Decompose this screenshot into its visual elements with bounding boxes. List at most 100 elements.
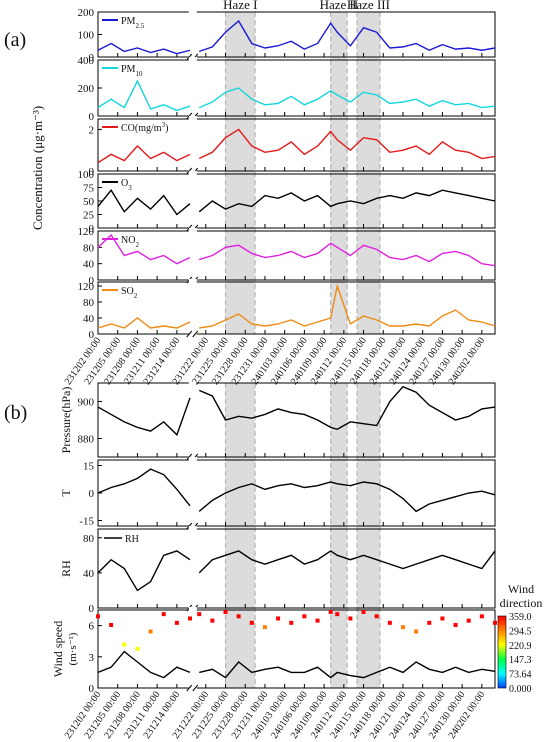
wind-direction-point: [414, 629, 419, 634]
wind-direction-point: [440, 616, 445, 621]
y-tick-label: 0: [89, 223, 95, 235]
axis-break-cover: [188, 526, 197, 532]
axis-break-cover: [188, 380, 197, 386]
series-line-comgm: [198, 128, 496, 160]
wind-direction-point: [197, 612, 202, 617]
y-tick-label: 80: [83, 533, 95, 545]
series-line-pm10: [198, 87, 496, 109]
haze-band-b-1: [225, 383, 256, 688]
a-panel-1: 0 100 200 PM2.5: [78, 7, 496, 64]
legend-label: O3: [121, 178, 132, 192]
y-tick-label: 80: [83, 297, 95, 309]
concentration-ylabel: Concentration (μg·m⁻³): [30, 106, 45, 230]
legend-label: PM2.5: [121, 16, 145, 30]
ylabel-rh: RH: [59, 560, 73, 577]
panel-frame: [97, 281, 496, 335]
colorbar-tick-label: 147.3: [509, 655, 532, 666]
y-tick-label: 25: [83, 210, 95, 222]
wind-direction-point: [161, 612, 166, 617]
axis-break-cover: [188, 457, 197, 463]
axis-break-cover: [188, 331, 197, 337]
wind-direction-point: [335, 612, 340, 617]
y-tick-label: 40: [83, 313, 95, 325]
series-line-so2: [97, 317, 191, 329]
series-line-comgm: [97, 145, 191, 164]
axis-break-cover: [188, 57, 197, 63]
wind-direction-point: [466, 618, 471, 623]
haze-band-b-2: [330, 383, 348, 688]
colorbar-tick-label: 73.64: [509, 670, 532, 681]
wind-direction-point: [174, 620, 179, 625]
wind-direction-point: [249, 620, 254, 625]
wind-direction-point: [302, 614, 307, 619]
b-panel-1: 880 900 Pressure(hPa): [59, 380, 496, 461]
wind-direction-point: [315, 618, 320, 623]
series-line-rh: [97, 550, 191, 592]
legend-label: PM10: [121, 64, 143, 78]
b-panel-3: 0 40 80 RH RH: [59, 526, 496, 615]
wind-direction-point: [427, 620, 432, 625]
haze-label-3: Haze III: [347, 0, 390, 12]
wind-direction-point: [135, 646, 140, 651]
colorbar-tick-label: 0.000: [509, 684, 532, 695]
legend-label: NO2: [121, 235, 139, 249]
wind-direction-point: [122, 642, 127, 647]
wind-direction-point: [109, 622, 114, 627]
series-line-pm10: [97, 79, 191, 112]
series-line-so2: [199, 283, 496, 329]
panel-frame: [97, 382, 496, 458]
series-line-windspeed: [97, 650, 191, 679]
wind-direction-point: [400, 625, 405, 630]
panel-frame: [97, 118, 496, 172]
y-tick-label: 0: [89, 329, 95, 341]
series-line-rh: [198, 550, 496, 574]
y-tick-label: 0: [89, 275, 95, 287]
legend-label: CO(mg/m3): [121, 121, 168, 134]
panel-frame: [97, 230, 496, 281]
colorbar-title-1: Wind: [508, 582, 534, 596]
wind-direction-point: [374, 614, 379, 619]
y-tick-label: 880: [78, 434, 95, 446]
series-line-pressurehpa: [198, 385, 496, 431]
y-tick-label: -15: [79, 516, 94, 528]
a-panel-5: 0 40 80 120 NO2: [78, 226, 496, 287]
series-line-no2: [199, 242, 496, 267]
a-panel-3: 0 2 CO(mg/m3): [89, 116, 496, 178]
colorbar-title-2: direction: [500, 596, 543, 610]
y-tick-label: 900: [78, 397, 95, 409]
y-tick-label: 50: [83, 196, 95, 208]
colorbar-bar: [497, 615, 507, 689]
series-line-t: [198, 481, 496, 513]
colorbar-tick-label: 294.5: [509, 626, 532, 637]
y-tick-label: 200: [78, 83, 95, 95]
series-line-o3: [198, 189, 496, 213]
legend-label: SO2: [121, 286, 138, 300]
y-tick-label: 40: [83, 568, 95, 580]
y-tick-label: 0: [89, 166, 95, 178]
y-tick-label: 3: [89, 652, 95, 664]
axis-break-mark: [192, 684, 199, 692]
y-tick-label: 120: [78, 226, 95, 238]
colorbar-tick-label: 359.0: [509, 612, 532, 623]
y-tick-label: 0: [89, 683, 95, 695]
wind-direction-point: [289, 620, 294, 625]
b-panel-2: -15 0 15 T: [59, 457, 496, 530]
b-panel-4: 0 3 6 Wind speed (m·s⁻¹): [51, 607, 497, 695]
ylabel-pressurehpa: Pressure(hPa): [59, 387, 73, 454]
axis-break-cover: [188, 685, 197, 691]
a-panel-6: 0 40 80 120 SO2: [78, 279, 496, 341]
wind-direction-point: [348, 616, 353, 621]
y-tick-label: 75: [83, 183, 95, 195]
wind-direction-point: [188, 616, 193, 621]
haze-label-2: Haze II: [320, 0, 359, 12]
haze-band-b-3: [356, 383, 380, 688]
series-line-pressurehpa: [97, 397, 191, 437]
panel-frame: [97, 59, 496, 117]
wind-direction-point: [223, 609, 228, 614]
axis-break-cover: [188, 171, 197, 177]
y-tick-label: 6: [89, 621, 95, 633]
wind-direction-point: [479, 614, 484, 619]
